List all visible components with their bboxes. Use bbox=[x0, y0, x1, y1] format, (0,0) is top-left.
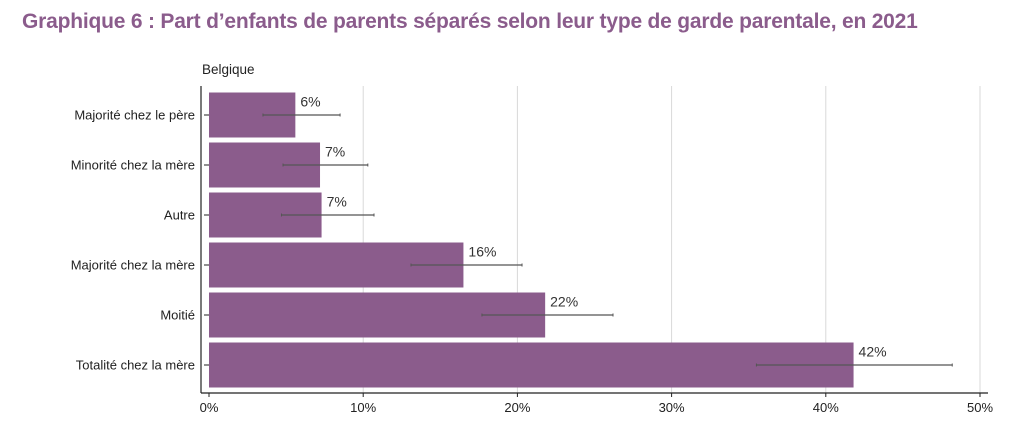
bar bbox=[209, 342, 854, 388]
value-label: 7% bbox=[327, 194, 347, 210]
chart-title: Graphique 6 : Part d’enfants de parents … bbox=[22, 10, 918, 33]
x-tick-label: 40% bbox=[813, 400, 839, 415]
category-label: Moitié bbox=[160, 308, 195, 323]
value-label: 42% bbox=[859, 344, 887, 360]
category-label: Minorité chez la mère bbox=[71, 158, 195, 173]
x-ticks: 0% 10% 20% 30% 40% 50% bbox=[200, 393, 993, 415]
category-labels: Majorité chez le père Minorité chez la mè… bbox=[71, 108, 195, 373]
value-label: 6% bbox=[300, 94, 320, 110]
value-labels: 6% 7% 7% 16% 22% 42% bbox=[300, 94, 886, 360]
value-label: 7% bbox=[325, 144, 345, 160]
bars bbox=[209, 92, 854, 388]
x-tick-label: 50% bbox=[967, 400, 993, 415]
category-label: Majorité chez la mère bbox=[71, 258, 195, 273]
axes bbox=[200, 86, 988, 394]
x-tick-label: 0% bbox=[200, 400, 219, 415]
category-label: Autre bbox=[164, 208, 195, 223]
x-tick-label: 20% bbox=[504, 400, 530, 415]
chart-subtitle: Belgique bbox=[202, 62, 255, 77]
x-tick-label: 10% bbox=[350, 400, 376, 415]
category-label: Totalité chez la mère bbox=[76, 358, 195, 373]
value-label: 16% bbox=[468, 244, 496, 260]
error-bars bbox=[262, 113, 953, 367]
category-label: Majorité chez le père bbox=[74, 108, 195, 123]
gridlines bbox=[362, 86, 981, 393]
value-label: 22% bbox=[550, 294, 578, 310]
x-tick-label: 30% bbox=[659, 400, 685, 415]
